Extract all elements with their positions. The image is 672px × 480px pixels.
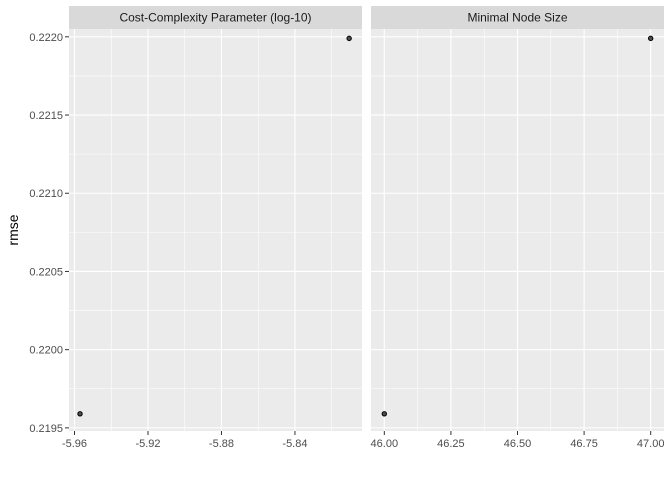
x-tick-label: 46.75 [570,438,598,450]
data-point [381,411,388,417]
data-point [346,35,352,42]
y-tick-label: 0.2205 [29,266,63,278]
x-tick-label: -5.92 [135,438,160,450]
x-tick-label: -5.84 [282,438,307,450]
x-tick-label: 46.25 [437,438,465,450]
data-point [647,35,654,42]
x-tick-label: -5.96 [62,438,87,450]
y-tick-label: 0.2220 [29,32,63,44]
y-tick-label: 0.2215 [29,110,63,122]
x-tick-label: 46.00 [371,438,399,450]
facet-panel: Cost-Complexity Parameter (log-10) -5.96 -… [29,6,362,450]
facet-strip-title: Cost-Complexity Parameter (log-10) [119,11,311,25]
y-tick-label: 0.2210 [29,188,63,200]
data-point [77,411,83,417]
facet-panel: Minimal Node Size 46.00 46.25 46.50 46.75 47.… [371,6,665,450]
panel-background [69,29,362,431]
y-tick-label: 0.2195 [29,423,63,435]
x-tick-label: 47.00 [637,438,665,450]
x-tick-label: -5.88 [209,438,234,450]
facet-strip [371,6,664,29]
y-axis-title: rmse [5,214,21,245]
y-tick-label: 0.2200 [29,345,63,357]
facet-strip-title: Minimal Node Size [467,11,567,25]
x-tick-label: 46.50 [504,438,532,450]
facet-strip [69,6,362,29]
